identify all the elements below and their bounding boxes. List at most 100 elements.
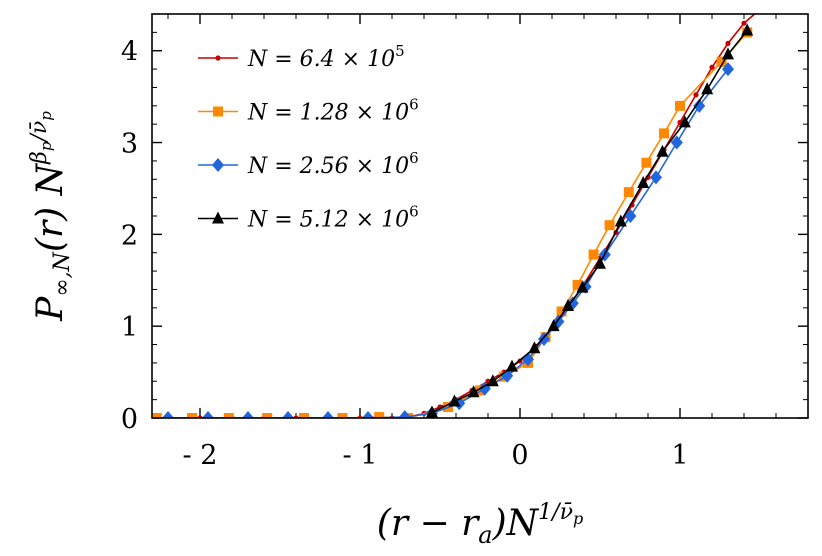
data-point (716, 56, 727, 67)
data-point (641, 157, 652, 168)
y-tick-label: 2 (121, 220, 138, 251)
legend-label: N = 2.56 × 106 (247, 149, 419, 179)
data-point (693, 92, 699, 98)
x-axis-label-sup: 1/ν̄ (538, 500, 573, 525)
data-point (693, 98, 706, 113)
data-point (675, 100, 685, 111)
x-axis-label-after: )N (492, 503, 540, 544)
y-axis-label-sub: ∞,N (50, 251, 75, 296)
data-point (262, 413, 273, 418)
data-point (604, 220, 615, 231)
data-point (426, 405, 438, 418)
y-tick-label: 0 (121, 404, 138, 435)
x-axis-label-sub: a (478, 521, 492, 549)
legend-label-text: N = 2.56 × 10 (247, 154, 409, 179)
data-point (528, 341, 541, 354)
data-point (678, 115, 691, 128)
plot-frame (151, 13, 809, 419)
data-point (162, 411, 174, 418)
plot-area (152, 7, 762, 418)
data-point (486, 374, 499, 387)
legend-entry: N = 2.56 × 106 (198, 149, 419, 179)
data-point (722, 47, 734, 60)
series-line (156, 31, 748, 418)
y-tick-label: 4 (121, 37, 138, 68)
y-tick-label: 1 (121, 312, 138, 343)
data-point (299, 413, 309, 418)
legend-marker (213, 106, 223, 117)
y-axis-label-sup: β (27, 151, 52, 165)
data-point (362, 411, 374, 418)
data-point (467, 385, 480, 398)
y-axis-label-supsub2: p (37, 111, 55, 121)
data-point (242, 411, 254, 418)
data-point (576, 280, 589, 293)
legend-entry: N = 1.28 × 106 (198, 96, 419, 126)
y-axis-label-after: (r) N (30, 162, 71, 252)
data-point (709, 64, 715, 70)
data-point (572, 279, 583, 290)
data-point (556, 306, 567, 317)
data-point (337, 413, 348, 418)
data-point (448, 394, 461, 407)
legend-label: N = 5.12 × 106 (247, 203, 419, 233)
series-1 (152, 7, 762, 418)
data-point (588, 249, 599, 260)
legend-label-exponent: 5 (395, 42, 405, 60)
data-point (547, 319, 560, 332)
series-line (152, 14, 756, 418)
y-axis-label: P∞,N(r) Nβp/ν̄p (27, 111, 75, 322)
data-point (623, 187, 634, 198)
legend-entry: N = 6.4 × 105 (198, 42, 405, 72)
data-point (722, 62, 734, 77)
data-point (741, 20, 747, 26)
data-point (187, 413, 197, 418)
data-point (374, 412, 385, 418)
data-point (701, 82, 714, 95)
series-line (168, 68, 729, 418)
x-tick-label: 0 (511, 440, 528, 471)
x-axis-label-main: (r − r (377, 503, 480, 544)
x-tick-label: 1 (671, 440, 688, 471)
legend-entry: N = 5.12 × 106 (198, 203, 419, 233)
data-point (398, 410, 411, 418)
legend-marker (212, 158, 224, 172)
data-point (614, 214, 627, 227)
data-point (202, 411, 214, 418)
data-point (670, 135, 683, 150)
series-4 (426, 23, 754, 418)
x-tick-label: - 1 (343, 440, 378, 471)
data-point (594, 256, 606, 269)
legend-label-text: N = 5.12 × 10 (247, 208, 409, 233)
data-point (282, 411, 294, 418)
data-point (741, 23, 754, 36)
legend-label-text: N = 6.4 × 10 (247, 47, 395, 72)
series-2 (152, 27, 753, 418)
data-point (757, 7, 762, 12)
data-point (152, 413, 162, 418)
legend-marker (215, 55, 221, 61)
legend-label: N = 1.28 × 106 (247, 96, 419, 126)
data-point (562, 298, 574, 311)
legend-label-exponent: 6 (409, 96, 419, 114)
y-axis-label-main: P (30, 296, 71, 322)
data-point (624, 209, 637, 223)
y-tick-label: 3 (121, 129, 138, 160)
x-axis-label: (r − ra)N1/ν̄p (377, 500, 583, 549)
x-axis-label-supsub: p (573, 509, 583, 528)
legend-marker (212, 211, 224, 224)
data-point (725, 40, 731, 46)
legend-label-exponent: 6 (409, 203, 419, 221)
data-point (656, 144, 669, 157)
legend-label-text: N = 1.28 × 10 (247, 101, 409, 126)
legend-label-exponent: 6 (409, 149, 419, 167)
tick-labels: - 2 - 1 0 1 0 1 2 3 4 (121, 37, 689, 471)
data-point (659, 128, 669, 139)
data-point (650, 170, 662, 185)
y-axis-label-sup2: /ν̄ (27, 121, 52, 144)
data-point (538, 332, 550, 347)
y-axis-label-supsub: p (37, 141, 55, 151)
data-point (322, 411, 334, 418)
